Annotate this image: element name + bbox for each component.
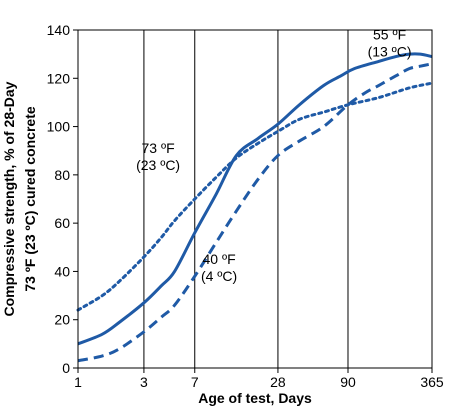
y-axis-title-line2: 73 ºF (23 ºC) cured concrete — [22, 106, 38, 292]
series-annotation: 40 ºF — [203, 251, 236, 267]
annotations: 55 ºF(13 ºC) 73 ºF(23 ºC) 40 ºF(4 ºC) — [136, 27, 411, 285]
y-tick-label: 120 — [47, 70, 71, 86]
gridlines — [143, 30, 349, 368]
y-tick-label: 0 — [62, 360, 70, 376]
x-tick-label: 28 — [270, 374, 286, 390]
plot-frame — [77, 29, 433, 369]
series-annotation: 55 ºF — [373, 27, 406, 43]
x-tick-label: 90 — [340, 374, 356, 390]
y-tick-label: 80 — [54, 167, 70, 183]
y-tick-label: 100 — [47, 119, 71, 135]
x-tick-label: 1 — [74, 374, 82, 390]
y-axis-title-line1: Compressive strength, % of 28-Day — [1, 81, 17, 316]
y-axis-ticks: 0 20 40 60 80 100 120 140 — [47, 22, 78, 376]
series-annotation: (4 ºC) — [201, 268, 237, 284]
x-axis-ticks: 1 3 7 28 90 365 — [74, 368, 444, 390]
x-tick-label: 3 — [140, 374, 148, 390]
y-tick-label: 140 — [47, 22, 71, 38]
series-annotation: 73 ºF — [142, 140, 175, 156]
series-lines — [76, 52, 434, 363]
y-tick-label: 60 — [54, 215, 70, 231]
series-annotation: (13 ºC) — [368, 44, 412, 60]
x-tick-label: 365 — [420, 374, 444, 390]
y-tick-label: 40 — [54, 263, 70, 279]
x-axis-title: Age of test, Days — [198, 390, 312, 406]
series-line-dashed — [77, 62, 433, 363]
y-tick-label: 20 — [54, 312, 70, 328]
series-line-solid — [77, 52, 433, 346]
x-tick-label: 7 — [191, 374, 199, 390]
series-line-dotted — [76, 81, 434, 312]
series-annotation: (23 ºC) — [136, 157, 180, 173]
